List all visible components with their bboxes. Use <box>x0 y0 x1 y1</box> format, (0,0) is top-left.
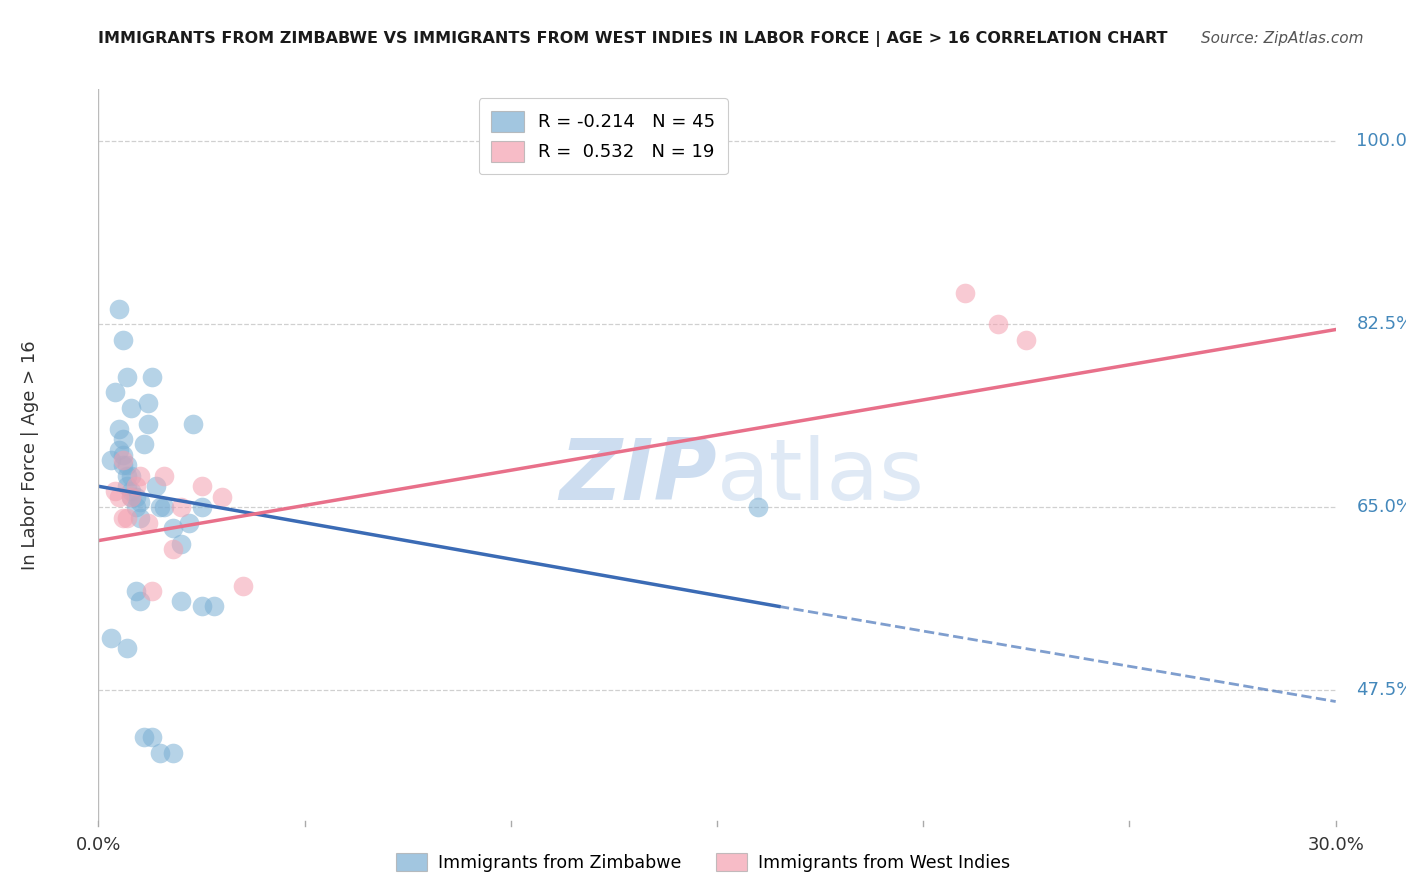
Point <box>108 490 131 504</box>
Point <box>128 594 150 608</box>
Point <box>162 746 184 760</box>
Point <box>128 468 150 483</box>
Point <box>132 437 155 451</box>
Point <box>120 490 142 504</box>
Point <box>149 500 172 515</box>
Point <box>190 479 212 493</box>
Point <box>112 458 135 473</box>
Point <box>117 641 139 656</box>
Point <box>117 468 139 483</box>
Point <box>100 453 122 467</box>
Point <box>112 432 135 446</box>
Point <box>124 500 146 515</box>
Point <box>120 490 142 504</box>
Point <box>145 479 167 493</box>
Point <box>100 631 122 645</box>
Point <box>120 401 142 415</box>
Text: 0.0%: 0.0% <box>76 837 121 855</box>
Point <box>179 516 201 530</box>
Point <box>117 479 139 493</box>
Point <box>170 500 193 515</box>
Point <box>136 395 159 409</box>
Text: 82.5%: 82.5% <box>1357 315 1406 334</box>
Text: 65.0%: 65.0% <box>1357 498 1406 516</box>
Point <box>136 516 159 530</box>
Point <box>1015 333 1038 347</box>
Point <box>120 468 142 483</box>
Text: 30.0%: 30.0% <box>1308 837 1364 855</box>
Point <box>132 730 155 744</box>
Point <box>170 594 193 608</box>
Point <box>112 453 135 467</box>
Point <box>104 484 127 499</box>
Point <box>141 730 163 744</box>
Text: atlas: atlas <box>717 435 925 518</box>
Point <box>108 301 131 316</box>
Point <box>181 417 204 431</box>
Point <box>211 490 233 504</box>
Legend: Immigrants from Zimbabwe, Immigrants from West Indies: Immigrants from Zimbabwe, Immigrants fro… <box>389 847 1017 879</box>
Point <box>986 318 1008 332</box>
Text: Source: ZipAtlas.com: Source: ZipAtlas.com <box>1201 31 1364 46</box>
Point <box>104 385 127 400</box>
Point <box>108 442 131 457</box>
Text: IMMIGRANTS FROM ZIMBABWE VS IMMIGRANTS FROM WEST INDIES IN LABOR FORCE | AGE > 1: IMMIGRANTS FROM ZIMBABWE VS IMMIGRANTS F… <box>98 31 1168 47</box>
Text: In Labor Force | Age > 16: In Labor Force | Age > 16 <box>21 340 39 570</box>
Point <box>202 599 225 614</box>
Point <box>112 448 135 462</box>
Point <box>232 578 254 592</box>
Point <box>117 458 139 473</box>
Point <box>124 490 146 504</box>
Point <box>136 417 159 431</box>
Point <box>128 495 150 509</box>
Point <box>112 510 135 524</box>
Point <box>117 510 139 524</box>
Point <box>124 583 146 598</box>
Point <box>112 333 135 347</box>
Text: 47.5%: 47.5% <box>1357 681 1406 699</box>
Point <box>162 541 184 556</box>
Point <box>141 583 163 598</box>
Point <box>190 599 212 614</box>
Text: ZIP: ZIP <box>560 435 717 518</box>
Legend: R = -0.214   N = 45, R =  0.532   N = 19: R = -0.214 N = 45, R = 0.532 N = 19 <box>478 98 728 174</box>
Point <box>953 285 976 300</box>
Point <box>162 521 184 535</box>
Point <box>190 500 212 515</box>
Point <box>128 510 150 524</box>
Point <box>117 369 139 384</box>
Point <box>747 500 769 515</box>
Point <box>124 479 146 493</box>
Point <box>153 500 176 515</box>
Text: 100.0%: 100.0% <box>1357 132 1406 151</box>
Point <box>170 537 193 551</box>
Point <box>153 468 176 483</box>
Point <box>108 422 131 436</box>
Point <box>120 484 142 499</box>
Point <box>149 746 172 760</box>
Point <box>141 369 163 384</box>
